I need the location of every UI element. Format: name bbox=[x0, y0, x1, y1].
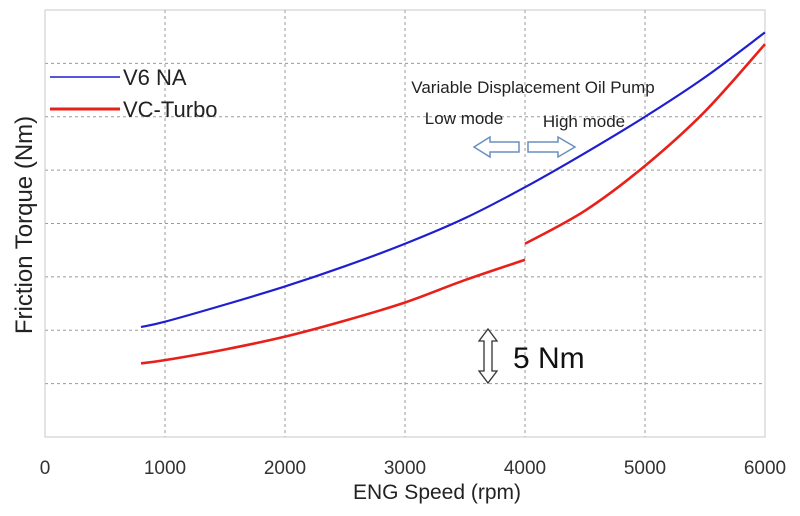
pump-title-annotation: Variable Displacement Oil Pump bbox=[411, 78, 654, 97]
x-tick-label: 0 bbox=[40, 458, 51, 479]
series-line-vc-turbo-segment-2 bbox=[524, 43, 766, 245]
arrow-right-icon bbox=[527, 135, 577, 159]
series-lines bbox=[140, 31, 766, 365]
x-tick-label: 1000 bbox=[144, 458, 186, 479]
x-tick-label: 6000 bbox=[744, 458, 786, 479]
legend-label-v6-na: V6 NA bbox=[123, 65, 187, 90]
x-tick-labels: 0 1000 2000 3000 4000 5000 6000 bbox=[40, 458, 786, 479]
arrow-left-icon bbox=[472, 135, 520, 159]
plot-frame bbox=[44, 9, 766, 438]
y-axis-label: Friction Torque (Nm) bbox=[11, 116, 38, 334]
grid bbox=[45, 10, 765, 437]
high-mode-label: High mode bbox=[543, 112, 625, 131]
low-mode-label: Low mode bbox=[425, 109, 503, 128]
legend: V6 NA VC-Turbo bbox=[50, 65, 218, 122]
x-tick-label: 3000 bbox=[384, 458, 426, 479]
x-tick-label: 4000 bbox=[504, 458, 546, 479]
x-tick-label: 2000 bbox=[264, 458, 306, 479]
scale-label: 5 Nm bbox=[513, 342, 585, 375]
x-tick-label: 5000 bbox=[624, 458, 666, 479]
scale-double-arrow-icon bbox=[477, 327, 499, 385]
x-axis-label: ENG Speed (rpm) bbox=[353, 481, 521, 504]
legend-label-vc-turbo: VC-Turbo bbox=[123, 97, 218, 122]
series-line-v6-na bbox=[140, 31, 766, 329]
series-line-vc-turbo-segment-1 bbox=[140, 258, 526, 365]
